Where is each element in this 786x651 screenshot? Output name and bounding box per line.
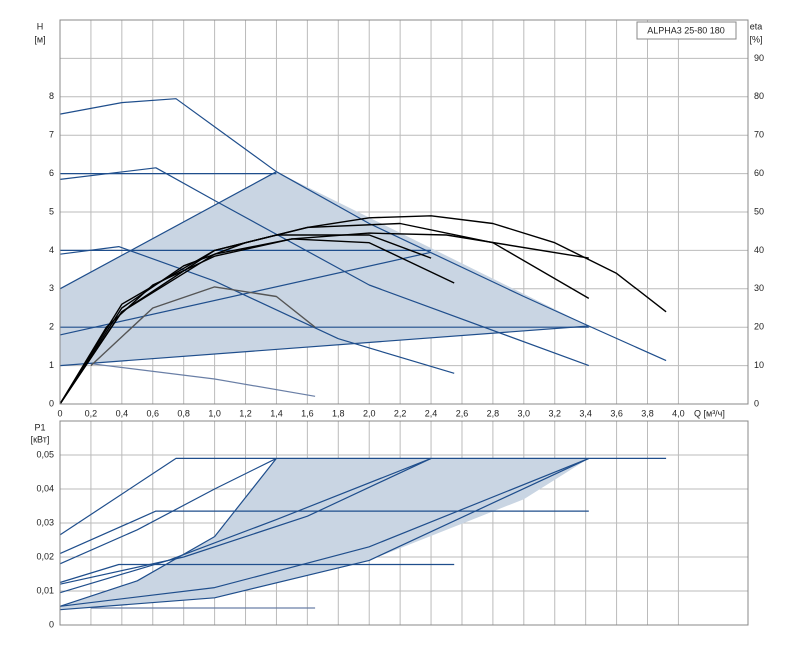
curve (59, 171, 277, 290)
data-layer (59, 98, 667, 611)
curve (59, 234, 432, 405)
curve (59, 167, 590, 367)
x-tick-label: 0,2 (85, 408, 98, 418)
y2-axis-unit: [%] (749, 34, 762, 44)
curve (59, 222, 590, 405)
y2-axis-label: eta (750, 21, 763, 31)
y-tick-label: 7 (49, 130, 54, 140)
x-tick-label: 1,8 (332, 408, 345, 418)
x-tick-label: 3,8 (641, 408, 654, 418)
curve (59, 457, 432, 594)
y-tick-label: 1 (49, 360, 54, 370)
y-tick-label: 5 (49, 206, 54, 216)
curve (59, 246, 455, 374)
y2-tick-label: 10 (754, 360, 764, 370)
x-tick-label: 1,4 (270, 408, 283, 418)
curve (59, 457, 277, 565)
x-tick-label: 2,0 (363, 408, 376, 418)
y2-tick-label: 40 (754, 245, 764, 255)
y-tick-label: 0 (49, 398, 54, 408)
curve (59, 563, 455, 584)
y-axis-unit: [м] (34, 34, 45, 44)
x-tick-label: 3,2 (548, 408, 561, 418)
x-axis-label: Q [м³/ч] (694, 408, 725, 418)
x-tick-label: 1,2 (239, 408, 252, 418)
curve (59, 457, 432, 585)
x-tick-label: 1,6 (301, 408, 314, 418)
plot-frame (59, 19, 749, 405)
y-tick-label: 0,03 (36, 517, 54, 527)
curve (59, 457, 590, 607)
x-tick-label: 1,0 (208, 408, 221, 418)
y-axis-label: P1 (34, 422, 45, 432)
x-tick-label: 2,4 (425, 408, 438, 418)
model-box (636, 21, 737, 40)
y-tick-label: 0,04 (36, 483, 54, 493)
x-tick-label: 2,2 (394, 408, 407, 418)
y-tick-label: 4 (49, 245, 54, 255)
x-tick-label: 4,0 (672, 408, 685, 418)
curve (59, 510, 589, 555)
x-tick-label: 0,6 (147, 408, 160, 418)
x-tick-label: 2,8 (487, 408, 500, 418)
y-tick-label: 0,01 (36, 585, 54, 595)
y2-tick-label: 70 (754, 130, 764, 140)
x-tick-label: 0,8 (177, 408, 190, 418)
x-tick-label: 0,4 (116, 408, 129, 418)
y2-tick-label: 50 (754, 206, 764, 216)
curve (90, 286, 316, 367)
model-label: ALPHA3 25-80 180 (647, 25, 725, 35)
y-tick-label: 0,02 (36, 551, 54, 561)
curve (59, 457, 590, 611)
y-axis-unit: [кВт] (31, 434, 50, 444)
y-axis-label: H (37, 21, 44, 31)
curve (90, 363, 316, 397)
y-tick-label: 8 (49, 91, 54, 101)
y-tick-label: 0 (49, 619, 54, 629)
curve (59, 251, 432, 336)
operating-area (60, 458, 589, 610)
curve (59, 98, 667, 362)
x-tick-label: 0 (57, 408, 62, 418)
curve (59, 457, 667, 536)
y2-tick-label: 0 (754, 398, 759, 408)
curve (59, 325, 589, 367)
y2-tick-label: 80 (754, 91, 764, 101)
y-tick-label: 0,05 (36, 449, 54, 459)
plot-frame (59, 420, 749, 626)
x-tick-label: 3,4 (579, 408, 592, 418)
y2-tick-label: 20 (754, 322, 764, 332)
y-tick-label: 3 (49, 283, 54, 293)
x-tick-label: 3,6 (610, 408, 623, 418)
x-tick-label: 2,6 (456, 408, 469, 418)
y2-tick-label: 90 (754, 53, 764, 63)
y2-tick-label: 30 (754, 283, 764, 293)
y2-tick-label: 60 (754, 168, 764, 178)
curve (59, 232, 589, 405)
x-tick-label: 3,0 (518, 408, 531, 418)
y-tick-label: 6 (49, 168, 54, 178)
y-tick-label: 2 (49, 322, 54, 332)
